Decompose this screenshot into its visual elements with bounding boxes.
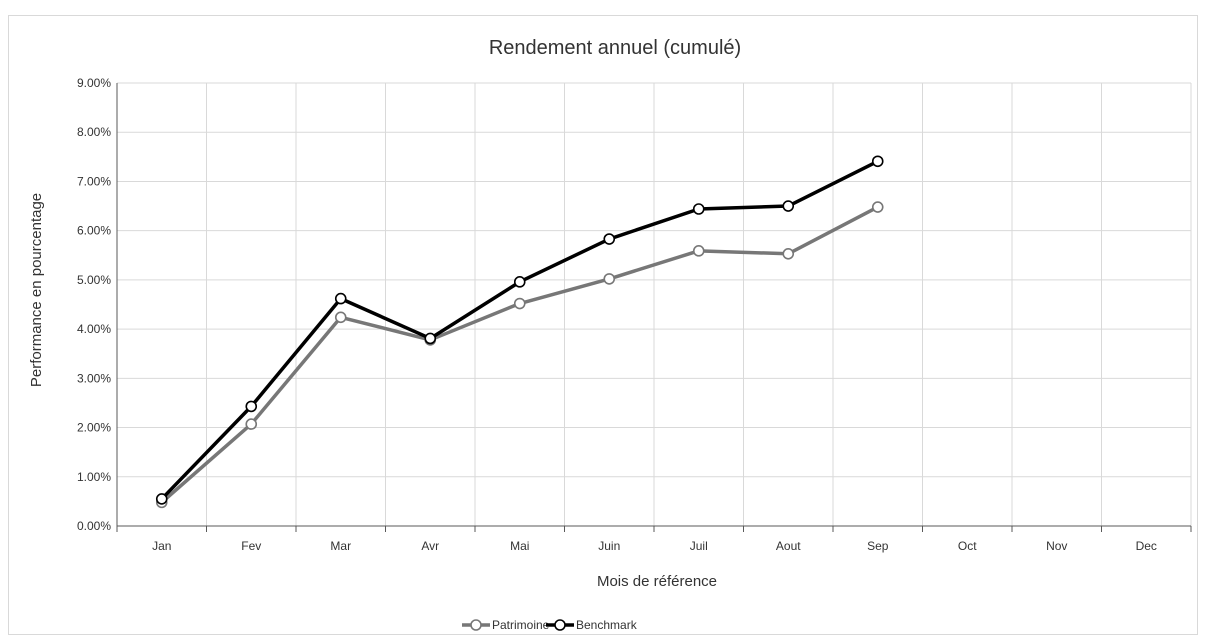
legend-label: Patrimoine (492, 618, 550, 632)
data-point-benchmark (513, 276, 526, 288)
data-point-benchmark (424, 332, 437, 345)
data-point-patrimoine (603, 273, 616, 285)
data-point-patrimoine (245, 418, 258, 430)
series-line-patrimoine (160, 205, 879, 504)
data-point-patrimoine (782, 248, 795, 260)
y-tick-label: 7.00% (77, 174, 111, 188)
y-tick-label: 3.00% (77, 371, 111, 385)
chart-title: Rendement annuel (cumulé) (489, 37, 741, 59)
x-axis-tick-labels: Jan Fev Mar Avr Mai Juin Juil Aout Sep Oct Nov Dec (152, 539, 1157, 553)
x-tick-label: Avr (421, 539, 439, 553)
data-point-patrimoine (513, 297, 526, 310)
x-tick-label: Aout (776, 539, 801, 553)
data-point-benchmark (871, 155, 884, 168)
x-tick-label: Nov (1046, 539, 1067, 553)
data-point-benchmark (245, 400, 258, 413)
data-point-patrimoine (871, 201, 884, 213)
x-tick-label: Juil (690, 539, 708, 553)
x-tick-label: Jan (152, 539, 171, 553)
data-point-benchmark (603, 233, 616, 245)
y-axis-title: Performance en pourcentage (28, 193, 45, 387)
series-line-benchmark (160, 159, 879, 501)
data-point-benchmark (782, 200, 795, 212)
data-point-patrimoine (692, 245, 705, 257)
gridlines (117, 82, 1192, 526)
y-axis-tick-labels: 0.00% 1.00% 2.00% 3.00% 4.00% 5.00% 6.00% 7.00%… (77, 76, 111, 533)
x-tick-label: Dec (1136, 539, 1157, 553)
legend: Patrimoine Benchmark (462, 618, 638, 632)
x-tick-label: Oct (958, 539, 977, 553)
axes (116, 83, 1192, 532)
data-point-benchmark (692, 203, 705, 215)
legend-marker-benchmark (554, 619, 566, 631)
x-tick-label: Mai (510, 539, 529, 553)
legend-marker-patrimoine (470, 619, 482, 631)
y-tick-label: 0.00% (77, 519, 111, 533)
chart-area: Rendement annuel (cumulé) 0.00% 1.00% 2.00… (8, 15, 1198, 635)
data-point-patrimoine (334, 311, 347, 324)
y-tick-label: 9.00% (77, 76, 111, 90)
x-tick-label: Mar (330, 539, 351, 553)
y-tick-label: 6.00% (77, 224, 111, 238)
data-point-benchmark (334, 292, 347, 305)
y-tick-label: 2.00% (77, 421, 111, 435)
x-tick-label: Fev (241, 539, 261, 553)
data-series (155, 155, 884, 509)
data-point-benchmark (155, 493, 168, 505)
x-axis-title: Mois de référence (597, 573, 717, 590)
y-tick-label: 8.00% (77, 125, 111, 139)
line-chart: Rendement annuel (cumulé) 0.00% 1.00% 2.00… (28, 37, 1192, 632)
y-tick-label: 1.00% (77, 470, 111, 484)
x-tick-label: Sep (867, 539, 889, 553)
y-tick-label: 5.00% (77, 273, 111, 287)
y-tick-label: 4.00% (77, 322, 111, 336)
x-tick-label: Juin (598, 539, 620, 553)
legend-label: Benchmark (576, 618, 638, 632)
